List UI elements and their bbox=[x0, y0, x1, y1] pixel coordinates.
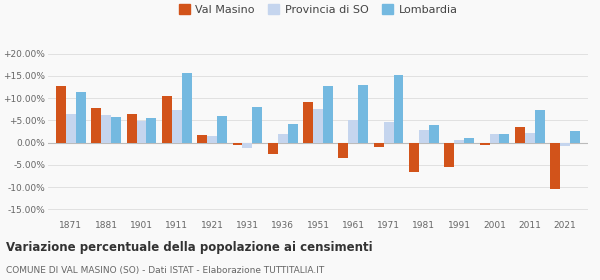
Bar bbox=[550, 143, 560, 188]
Bar bbox=[172, 110, 182, 143]
Bar bbox=[515, 127, 525, 143]
Text: COMUNE DI VAL MASINO (SO) - Dati ISTAT - Elaborazione TUTTITALIA.IT: COMUNE DI VAL MASINO (SO) - Dati ISTAT -… bbox=[6, 266, 324, 275]
Bar bbox=[111, 117, 121, 143]
Bar bbox=[525, 133, 535, 143]
Bar bbox=[323, 86, 333, 143]
Bar bbox=[207, 136, 217, 143]
Bar bbox=[242, 143, 253, 148]
Bar bbox=[409, 143, 419, 172]
Bar bbox=[217, 116, 227, 143]
Bar bbox=[338, 143, 349, 158]
Bar bbox=[464, 138, 474, 143]
Bar bbox=[445, 143, 454, 167]
Bar bbox=[490, 134, 499, 143]
Bar bbox=[454, 140, 464, 143]
Bar bbox=[570, 131, 580, 143]
Bar bbox=[56, 86, 66, 143]
Bar bbox=[233, 143, 242, 145]
Bar bbox=[162, 96, 172, 143]
Bar bbox=[76, 92, 86, 143]
Bar bbox=[137, 121, 146, 143]
Bar bbox=[535, 110, 545, 143]
Bar bbox=[287, 123, 298, 143]
Bar bbox=[560, 143, 570, 146]
Bar bbox=[479, 143, 490, 145]
Bar bbox=[182, 73, 191, 143]
Bar bbox=[303, 102, 313, 143]
Bar bbox=[383, 122, 394, 143]
Bar bbox=[419, 130, 429, 143]
Bar bbox=[146, 118, 157, 143]
Bar bbox=[313, 109, 323, 143]
Bar bbox=[358, 85, 368, 143]
Text: Variazione percentuale della popolazione ai censimenti: Variazione percentuale della popolazione… bbox=[6, 241, 373, 254]
Legend: Val Masino, Provincia di SO, Lombardia: Val Masino, Provincia di SO, Lombardia bbox=[176, 2, 460, 17]
Bar bbox=[499, 134, 509, 143]
Bar bbox=[91, 108, 101, 143]
Bar bbox=[66, 114, 76, 143]
Bar bbox=[278, 134, 287, 143]
Bar bbox=[349, 120, 358, 143]
Bar bbox=[268, 143, 278, 154]
Bar bbox=[101, 115, 111, 143]
Bar bbox=[429, 125, 439, 143]
Bar bbox=[127, 114, 137, 143]
Bar bbox=[374, 143, 383, 147]
Bar bbox=[253, 107, 262, 143]
Bar bbox=[197, 135, 207, 143]
Bar bbox=[394, 75, 403, 143]
